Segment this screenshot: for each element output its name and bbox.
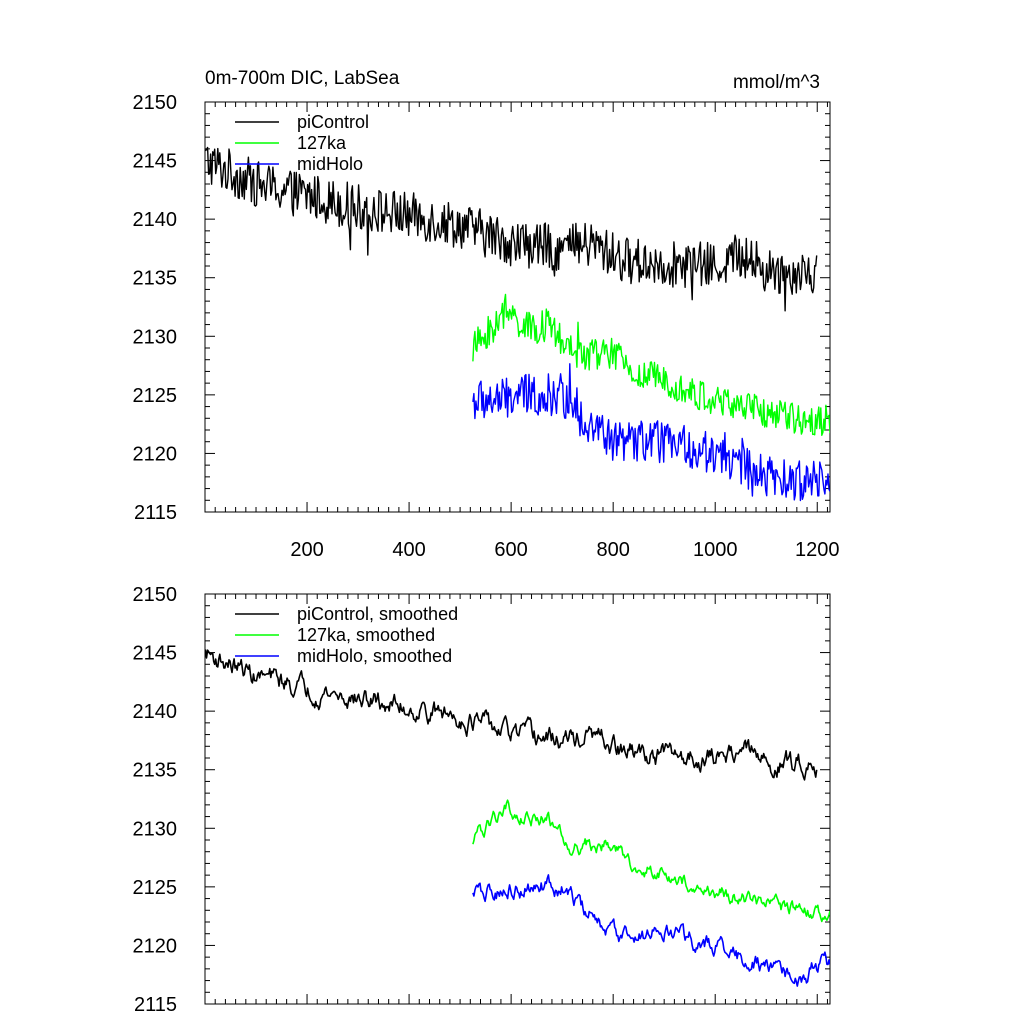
top-panel: 200 400 600 800 1000 1200 2115 2120 2125 2130 2135… (133, 68, 840, 561)
legend-label: midHolo (297, 154, 363, 174)
y-tick-label: 2145 (133, 643, 178, 665)
series-line-127ka-smoothed (472, 799, 830, 923)
x-tick-label: 400 (392, 539, 425, 561)
series-line-picontrol-smoothed (205, 649, 818, 781)
y-tick-label: 2115 (134, 502, 177, 524)
y-tick-label: 2150 (133, 584, 178, 606)
y-tick-label: 2140 (133, 701, 178, 723)
chart-units: mmol/m^3 (733, 72, 820, 93)
y-tick-label: 2130 (133, 818, 178, 840)
y-tick-label: 2120 (133, 935, 178, 957)
legend-label: piControl, smoothed (297, 604, 458, 624)
y-tick-label: 2145 (133, 151, 178, 173)
y-tick-label: 2150 (133, 92, 178, 114)
y-tick-label: 2115 (134, 994, 177, 1016)
y-tick-label: 2135 (133, 268, 178, 290)
legend-label: 127ka (297, 133, 347, 153)
series-line-midholo-smoothed (472, 874, 830, 987)
series-line-picontrol (205, 146, 818, 312)
x-tick-label: 1000 (693, 539, 738, 561)
legend-label: 127ka, smoothed (297, 625, 435, 645)
bottom-panel: 2115 2120 2125 2130 2135 2140 2145 2150 piContro… (133, 584, 831, 1016)
plot-frame (204, 593, 831, 1005)
y-tick-label: 2125 (133, 385, 178, 407)
y-tick-label: 2140 (133, 209, 178, 231)
plot-frame (204, 101, 831, 513)
y-tick-label: 2130 (133, 326, 178, 348)
legend-label: midHolo, smoothed (297, 646, 452, 666)
legend-label: piControl (297, 112, 369, 132)
y-tick-label: 2125 (133, 877, 178, 899)
series-line-127ka (472, 293, 830, 436)
series-group (205, 146, 830, 502)
chart-title: 0m-700m DIC, LabSea (205, 68, 400, 89)
x-tick-label: 800 (596, 539, 629, 561)
x-tick-label: 1200 (795, 539, 840, 561)
x-tick-label: 200 (290, 539, 323, 561)
series-line-midholo (472, 363, 830, 502)
x-tick-label: 600 (494, 539, 527, 561)
y-tick-label: 2135 (133, 760, 178, 782)
y-tick-label: 2120 (133, 443, 178, 465)
series-group (205, 649, 830, 987)
